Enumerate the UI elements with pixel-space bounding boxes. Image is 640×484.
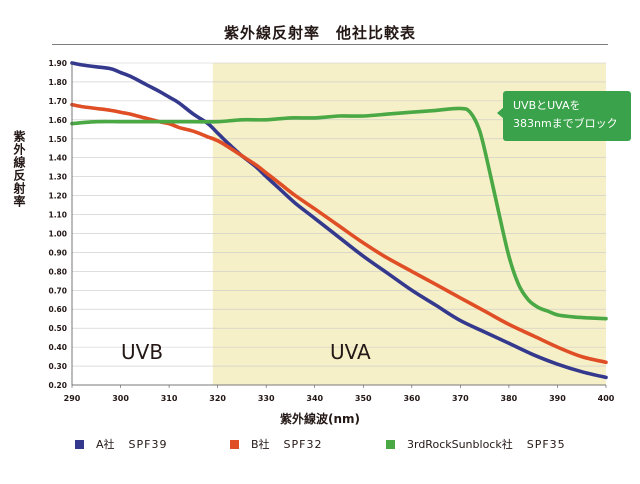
legend-swatch-a bbox=[75, 439, 84, 449]
series-line-c bbox=[70, 106, 608, 321]
callout-pointer bbox=[497, 107, 504, 119]
y-tick-label: 0.20 bbox=[48, 381, 67, 390]
y-tick-label: 0.50 bbox=[48, 324, 67, 333]
legend-item-a: A社 SPF39 bbox=[75, 436, 167, 452]
y-tick-label: 1.00 bbox=[48, 229, 67, 238]
x-tick-label: 400 bbox=[598, 394, 615, 403]
x-tick-label: 380 bbox=[501, 394, 518, 403]
y-tick-label: 0.30 bbox=[48, 362, 67, 371]
legend-name-b: B社 bbox=[251, 438, 270, 451]
x-tick-label: 330 bbox=[258, 394, 275, 403]
legend-spf-c: SPF35 bbox=[526, 437, 566, 451]
uva-region-label: UVA bbox=[330, 340, 371, 364]
y-tick-label: 0.80 bbox=[48, 267, 67, 276]
y-tick-label: 1.70 bbox=[48, 97, 67, 106]
x-tick-label: 360 bbox=[403, 394, 420, 403]
y-tick-label: 1.90 bbox=[48, 59, 67, 68]
y-tick-label: 1.40 bbox=[48, 154, 67, 163]
legend-item-c: 3rdRockSunblock社 SPF35 bbox=[386, 436, 566, 452]
y-tick-label: 1.60 bbox=[48, 116, 67, 125]
legend-name-a: A社 bbox=[96, 438, 115, 451]
series-line-a bbox=[70, 61, 608, 380]
y-tick-label: 1.20 bbox=[48, 192, 67, 201]
y-tick-label: 1.80 bbox=[48, 78, 67, 87]
legend-spf-a: SPF39 bbox=[128, 437, 168, 451]
legend-swatch-c bbox=[386, 439, 395, 449]
callout-line-2: 383nmまでブロック bbox=[513, 117, 618, 130]
chart-title: 紫外線反射率 他社比較表 bbox=[223, 24, 416, 42]
title-divider bbox=[52, 44, 608, 45]
legend-spf-b: SPF32 bbox=[283, 437, 323, 451]
x-tick-label: 350 bbox=[355, 394, 372, 403]
x-tick-label: 340 bbox=[306, 394, 323, 403]
x-tick-label: 390 bbox=[549, 394, 566, 403]
legend-swatch-b bbox=[230, 439, 239, 449]
y-tick-label: 0.40 bbox=[48, 343, 67, 352]
callout-line-1: UVBとUVAを bbox=[513, 99, 581, 112]
uvb-region-label: UVB bbox=[121, 340, 164, 364]
x-tick-label: 370 bbox=[452, 394, 469, 403]
y-tick-label: 0.90 bbox=[48, 248, 67, 257]
x-tick-label: 310 bbox=[161, 394, 178, 403]
y-tick-label: 1.50 bbox=[48, 135, 67, 144]
series-line-b bbox=[70, 102, 608, 365]
y-tick-label: 0.60 bbox=[48, 305, 67, 314]
legend-item-b: B社 SPF32 bbox=[230, 436, 323, 452]
y-tick-label: 1.10 bbox=[48, 211, 67, 220]
x-tick-label: 320 bbox=[209, 394, 226, 403]
y-axis-label: 紫外線反射率 bbox=[12, 130, 26, 208]
y-tick-label: 0.70 bbox=[48, 286, 67, 295]
annotation-callout: UVBとUVAを 383nmまでブロック bbox=[503, 91, 631, 141]
x-axis-label: 紫外線波(nm) bbox=[279, 412, 361, 426]
x-tick-label: 290 bbox=[64, 394, 81, 403]
legend-name-c: 3rdRockSunblock社 bbox=[407, 438, 513, 451]
y-tick-label: 1.30 bbox=[48, 173, 67, 182]
x-tick-label: 300 bbox=[112, 394, 129, 403]
